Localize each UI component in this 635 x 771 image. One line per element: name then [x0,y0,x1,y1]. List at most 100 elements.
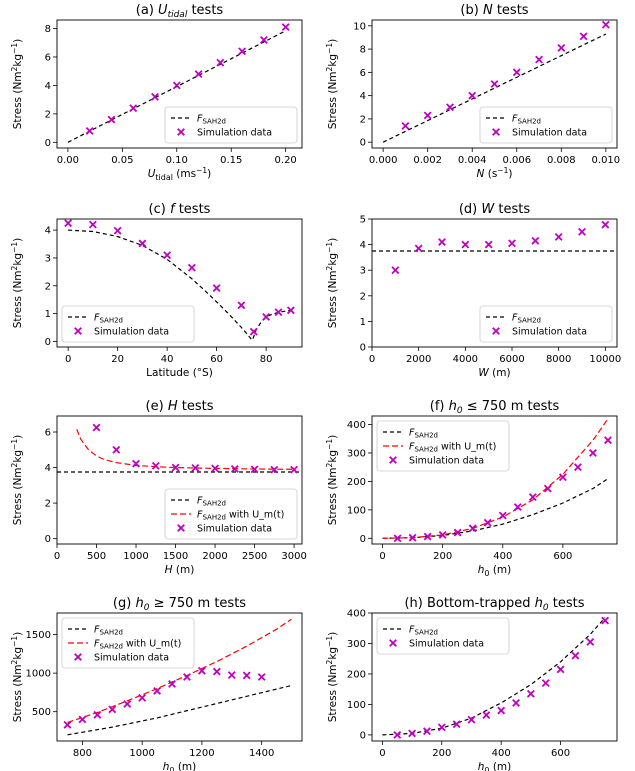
data-point [408,533,417,542]
data-point [151,92,159,101]
y-tick-label: 200 [347,669,366,680]
data-point [88,220,97,229]
x-tick-label: 80 [260,354,273,365]
series-line-0 [382,33,607,143]
y-tick-label: 400 [347,420,366,431]
data-point [556,665,565,674]
x-axis-label: h0 (m) [478,564,512,578]
x-tick-label: 2000 [406,354,431,365]
x-tick-label: 0.010 [592,155,621,166]
data-point [513,503,522,511]
axes-frame [371,612,618,742]
legend-label: FSAH2d [512,114,541,126]
data-point [191,463,200,472]
data-point [408,729,417,738]
chart-panel-4: (e) H tests 0 500 1000 1500 2000 2500 3000 0 2 4 6 H… [10,399,307,576]
legend-marker [74,653,82,661]
x-tick-label: 800 [73,748,92,759]
data-point [554,232,563,241]
x-tick-label: 0 [369,354,375,365]
legend-label: FSAH2d with U_m(t) [409,442,496,454]
y-tick-label: 0 [45,138,51,149]
data-point [528,493,537,502]
chart-title: (e) H tests [146,399,214,414]
data-point [468,524,477,533]
y-tick-label: 3 [45,253,51,264]
legend-box [164,488,298,540]
data-point [216,58,225,67]
data-point [183,673,191,681]
y-tick-label: 0 [45,534,51,545]
data-point [438,238,446,246]
legend-label: FSAH2d [94,625,123,637]
y-tick-label: 5 [360,215,366,226]
data-point [601,616,610,625]
legend: FSAH2d Simulation data [61,305,195,343]
legend-label: Simulation data [512,128,587,139]
data-point [112,445,121,454]
axes-frame [371,218,618,348]
y-axis-label: Stress (Nm2kg−1) [10,435,24,526]
chart-panel-5: (f) h0 ≤ 750 m tests 0 200 400 600 0 100 200 300… [325,399,618,578]
data-point [401,121,410,130]
data-point [108,705,117,714]
y-tick-label: 3 [360,266,366,277]
axes-frame [56,218,303,348]
legend-box [376,420,510,472]
data-point [468,91,477,100]
x-axis-label: Latitude (°S) [146,367,213,379]
data-point [211,464,220,473]
legend-box [61,617,195,669]
y-tick-label: 8 [360,45,366,56]
data-point [153,686,162,695]
data-point [230,465,239,473]
y-tick-label: 0 [45,337,51,348]
legend-label: Simulation data [94,327,169,338]
y-tick-label: 300 [347,448,366,459]
data-point [393,534,402,543]
y-tick-label: 1 [360,317,366,328]
data-point [535,55,543,64]
data-point [446,103,454,112]
y-tick-label: 1 [45,309,51,320]
y-tick-label: 6 [360,68,366,79]
x-tick-label: 10000 [589,354,621,365]
data-point [543,484,552,493]
data-point [483,518,492,527]
legend-label: FSAH2d [409,625,438,637]
data-point [113,226,122,235]
data-point [93,710,102,719]
axes-frame [56,19,303,149]
data-point [237,301,246,310]
y-tick-label: 2 [45,499,51,510]
legend-marker [389,639,397,647]
legend: FSAH2d FSAH2d with U_m(t) Simulation data [376,420,510,472]
x-tick-label: 1500 [163,551,188,562]
x-tick-label: 0 [379,748,385,759]
legend-label: FSAH2d [512,313,541,325]
data-point [290,465,299,474]
data-point [107,115,116,124]
x-tick-label: 0.000 [369,155,398,166]
series-line-0 [382,478,609,539]
y-tick-label: 2 [45,281,51,292]
x-tick-label: 0 [379,551,385,562]
data-point [508,239,516,248]
y-tick-label: 2 [360,114,366,125]
chart-panel-7: (h) Bottom-trapped h0 tests 0 200 400 600 0 10… [325,596,618,771]
data-point [453,528,462,537]
legend-label: Simulation data [512,327,587,338]
y-axis-label: Stress (Nm2kg−1) [10,39,24,130]
x-tick-label: 6000 [499,354,524,365]
y-axis-label: Stress (Nm2kg−1) [325,435,339,526]
legend-box [61,305,195,343]
x-tick-label: 0.002 [413,155,442,166]
y-tick-label: 300 [347,639,366,650]
y-tick-label: 0 [360,343,366,354]
chart-title: (h) Bottom-trapped h0 tests [404,596,584,613]
plot-area [382,418,612,543]
data-point [227,671,236,680]
x-tick-label: 1400 [249,748,274,759]
data-point [558,473,567,482]
